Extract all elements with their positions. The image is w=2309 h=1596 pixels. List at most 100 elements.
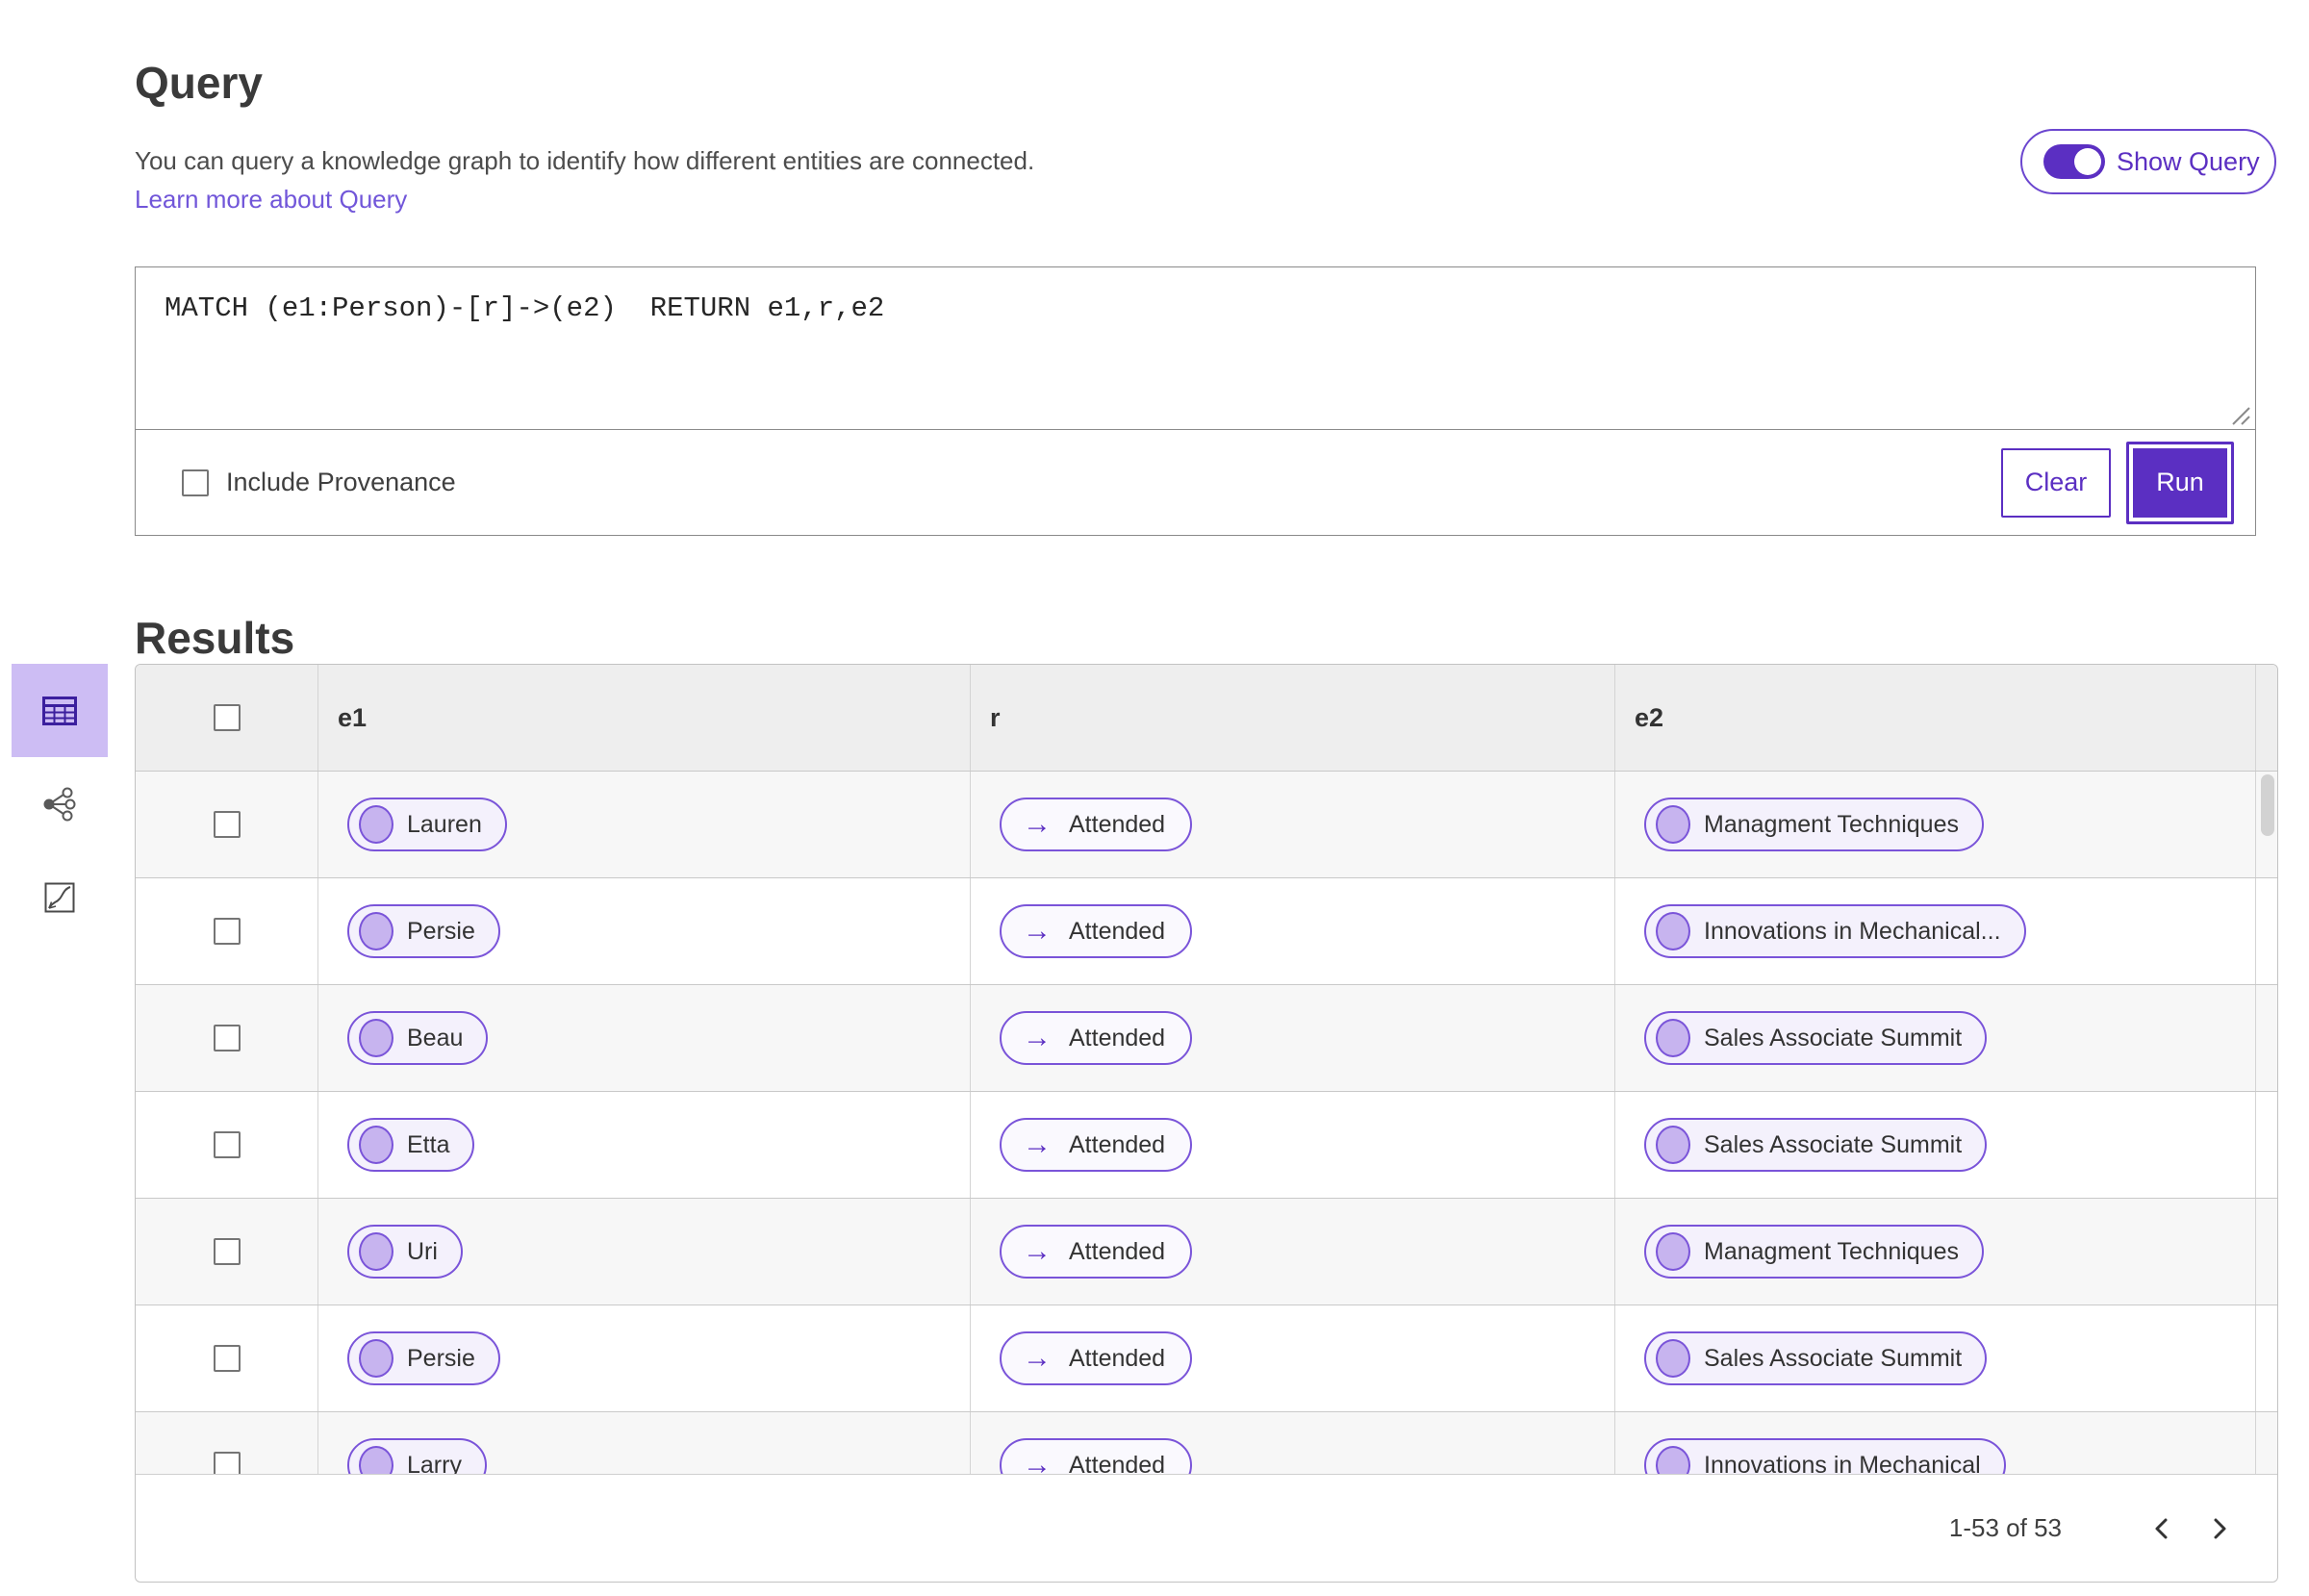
node-icon xyxy=(1656,805,1690,844)
column-header-e1[interactable]: e1 xyxy=(318,665,971,771)
node-icon xyxy=(359,805,393,844)
page-title: Query xyxy=(135,57,263,108)
relation-pill[interactable]: → Attended xyxy=(1000,1225,1193,1279)
entity-pill[interactable]: Sales Associate Summit xyxy=(1644,1011,1988,1065)
arrow-right-icon: → xyxy=(1023,1022,1052,1053)
query-description: You can query a knowledge graph to ident… xyxy=(135,146,1035,175)
show-query-label: Show Query xyxy=(2117,146,2260,176)
entity-pill[interactable]: Etta xyxy=(347,1118,475,1172)
entity-label: Uri xyxy=(407,1237,438,1265)
chevron-right-icon xyxy=(2214,1518,2226,1538)
resize-handle-icon[interactable] xyxy=(2229,404,2250,425)
relation-label: Attended xyxy=(1069,917,1166,945)
show-query-toggle[interactable]: Show Query xyxy=(2020,129,2276,194)
prev-page-button[interactable] xyxy=(2133,1514,2191,1543)
table-row: Lauren → Attended Managment Techniques xyxy=(136,771,2277,877)
table-header-row: e1 r e2 xyxy=(136,665,2277,771)
relation-pill[interactable]: → Attended xyxy=(1000,1011,1193,1065)
toggle-knob xyxy=(2074,148,2101,175)
relation-label: Attended xyxy=(1069,1024,1166,1051)
arrow-right-icon: → xyxy=(1023,1128,1052,1160)
arrow-right-icon: → xyxy=(1023,808,1052,840)
scrollbar-thumb[interactable] xyxy=(2261,774,2274,836)
relation-label: Attended xyxy=(1069,1344,1166,1372)
entity-pill[interactable]: Managment Techniques xyxy=(1644,1225,1984,1279)
row-checkbox[interactable] xyxy=(213,811,241,838)
node-icon xyxy=(1656,912,1690,950)
include-provenance-checkbox[interactable] xyxy=(182,469,209,496)
entity-label: Innovations in Mechanical... xyxy=(1704,917,2001,945)
entity-pill[interactable]: Sales Associate Summit xyxy=(1644,1331,1988,1385)
view-switcher xyxy=(12,664,108,944)
entity-pill[interactable]: Persie xyxy=(347,1331,500,1385)
entity-label: Managment Techniques xyxy=(1704,810,1959,838)
next-page-button[interactable] xyxy=(2191,1514,2248,1543)
query-toolbar: Include Provenance Clear Run xyxy=(136,430,2255,535)
row-checkbox[interactable] xyxy=(213,1025,241,1051)
pagination-bar: 1-53 of 53 xyxy=(136,1474,2277,1582)
relation-label: Attended xyxy=(1069,1237,1166,1265)
view-graph-button[interactable] xyxy=(12,757,108,850)
relation-pill[interactable]: → Attended xyxy=(1000,1118,1193,1172)
entity-pill[interactable]: Beau xyxy=(347,1011,489,1065)
query-input[interactable]: MATCH (e1:Person)-[r]->(e2) RETURN e1,r,… xyxy=(136,267,2255,430)
relation-label: Attended xyxy=(1069,810,1166,838)
entity-pill[interactable]: Sales Associate Summit xyxy=(1644,1118,1988,1172)
node-icon xyxy=(1656,1339,1690,1378)
column-header-e2[interactable]: e2 xyxy=(1615,665,2256,771)
arrow-right-icon: → xyxy=(1023,1342,1052,1374)
entity-pill[interactable]: Persie xyxy=(347,904,500,958)
entity-label: Sales Associate Summit xyxy=(1704,1344,1963,1372)
toggle-on-icon[interactable] xyxy=(2043,144,2105,179)
chart-view-icon xyxy=(44,882,75,912)
entity-label: Innovations in Mechanical xyxy=(1704,1451,1981,1479)
entity-label: Beau xyxy=(407,1024,464,1051)
entity-pill[interactable]: Managment Techniques xyxy=(1644,798,1984,851)
relation-pill[interactable]: → Attended xyxy=(1000,904,1193,958)
table-row: Persie → Attended Sales Associate Summit xyxy=(136,1305,2277,1411)
entity-pill[interactable]: Uri xyxy=(347,1225,463,1279)
arrow-right-icon: → xyxy=(1023,915,1052,947)
node-icon xyxy=(1656,1232,1690,1271)
node-icon xyxy=(359,912,393,950)
relation-pill[interactable]: → Attended xyxy=(1000,798,1193,851)
column-header-r[interactable]: r xyxy=(971,665,1615,771)
node-icon xyxy=(359,1126,393,1164)
relation-pill[interactable]: → Attended xyxy=(1000,1331,1193,1385)
entity-label: Sales Associate Summit xyxy=(1704,1024,1963,1051)
query-text: MATCH (e1:Person)-[r]->(e2) RETURN e1,r,… xyxy=(165,292,885,324)
row-checkbox[interactable] xyxy=(213,1131,241,1158)
select-all-checkbox[interactable] xyxy=(213,704,241,731)
row-checkbox[interactable] xyxy=(213,1238,241,1265)
table-row: Etta → Attended Sales Associate Summit xyxy=(136,1091,2277,1198)
entity-pill[interactable]: Innovations in Mechanical... xyxy=(1644,904,2026,958)
row-checkbox[interactable] xyxy=(213,918,241,945)
include-provenance-field[interactable]: Include Provenance xyxy=(182,468,456,497)
arrow-right-icon: → xyxy=(1023,1235,1052,1267)
chevron-left-icon xyxy=(2155,1518,2168,1538)
node-icon xyxy=(359,1232,393,1271)
clear-button[interactable]: Clear xyxy=(2001,447,2111,518)
entity-label: Persie xyxy=(407,917,475,945)
query-actions: Clear Run xyxy=(2001,441,2234,524)
relation-label: Attended xyxy=(1069,1451,1166,1479)
view-chart-button[interactable] xyxy=(12,850,108,944)
table-row: Uri → Attended Managment Techniques xyxy=(136,1198,2277,1305)
entity-label: Lauren xyxy=(407,810,482,838)
node-icon xyxy=(359,1339,393,1378)
entity-label: Persie xyxy=(407,1344,475,1372)
table-row: Persie → Attended Innovations in Mechanic… xyxy=(136,877,2277,984)
pagination-range: 1-53 of 53 xyxy=(1948,1513,2062,1542)
relation-label: Attended xyxy=(1069,1130,1166,1158)
results-title: Results xyxy=(135,613,295,664)
node-icon xyxy=(359,1019,393,1057)
row-checkbox[interactable] xyxy=(213,1345,241,1372)
learn-more-link[interactable]: Learn more about Query xyxy=(135,185,408,214)
node-icon xyxy=(1656,1019,1690,1057)
view-table-button[interactable] xyxy=(12,664,108,757)
run-button[interactable]: Run xyxy=(2126,441,2234,524)
include-provenance-label: Include Provenance xyxy=(226,468,456,496)
table-view-icon xyxy=(42,696,77,725)
entity-pill[interactable]: Lauren xyxy=(347,798,507,851)
